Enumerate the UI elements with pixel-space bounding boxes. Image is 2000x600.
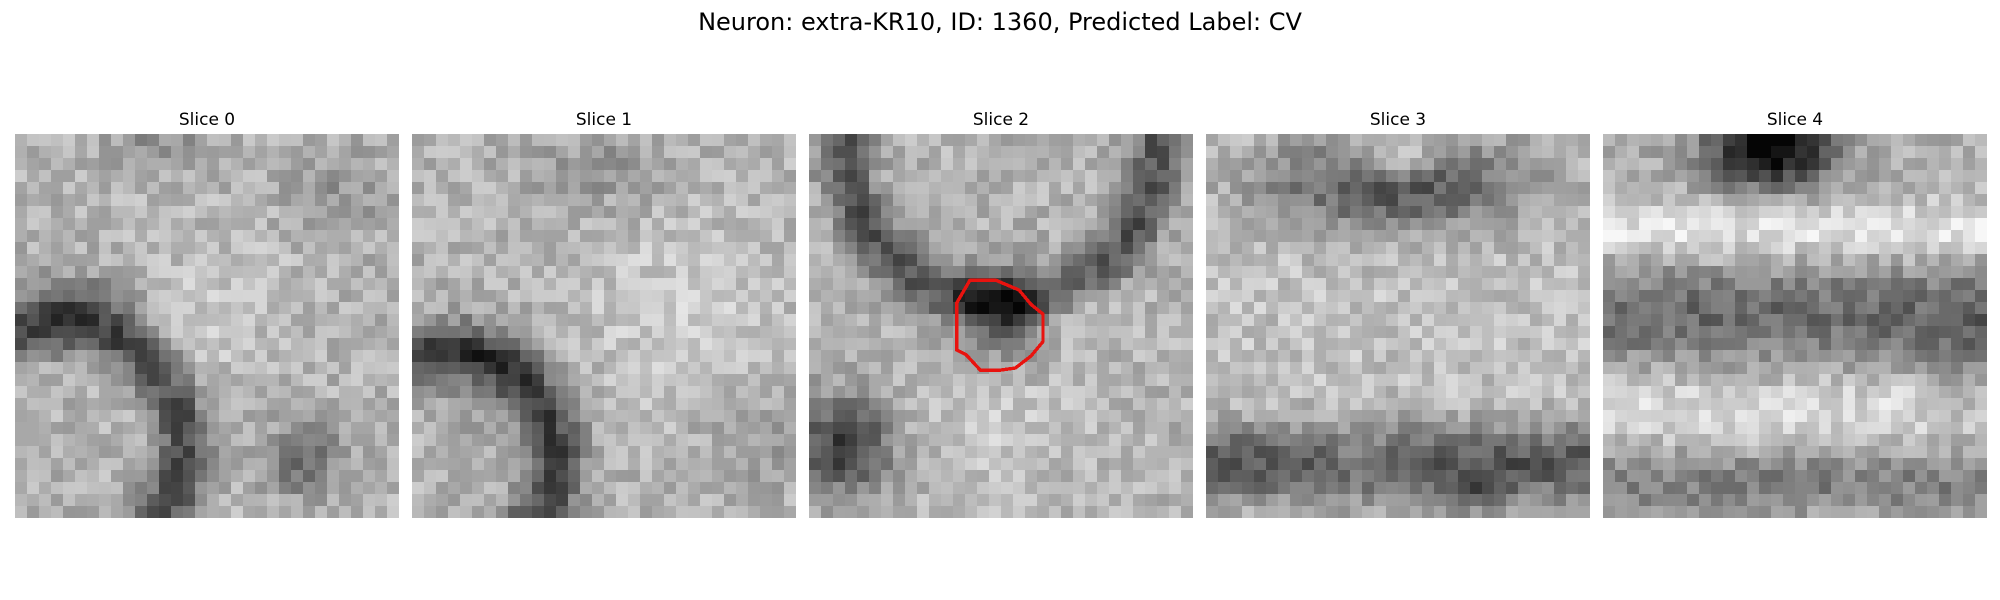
slice-title: Slice 4 [1766, 110, 1824, 130]
figure-title: Neuron: extra-KR10, ID: 1360, Predicted … [698, 8, 1302, 36]
slice-image [15, 134, 399, 518]
roi-outline [954, 278, 1045, 373]
slice-image [1603, 134, 1987, 518]
slice-title: Slice 2 [972, 110, 1030, 130]
slice-image [412, 134, 796, 518]
slice-image [1206, 134, 1590, 518]
slice-title: Slice 0 [178, 110, 236, 130]
slice-image [809, 134, 1193, 518]
slice-title: Slice 1 [575, 110, 633, 130]
slice-title: Slice 3 [1369, 110, 1427, 130]
